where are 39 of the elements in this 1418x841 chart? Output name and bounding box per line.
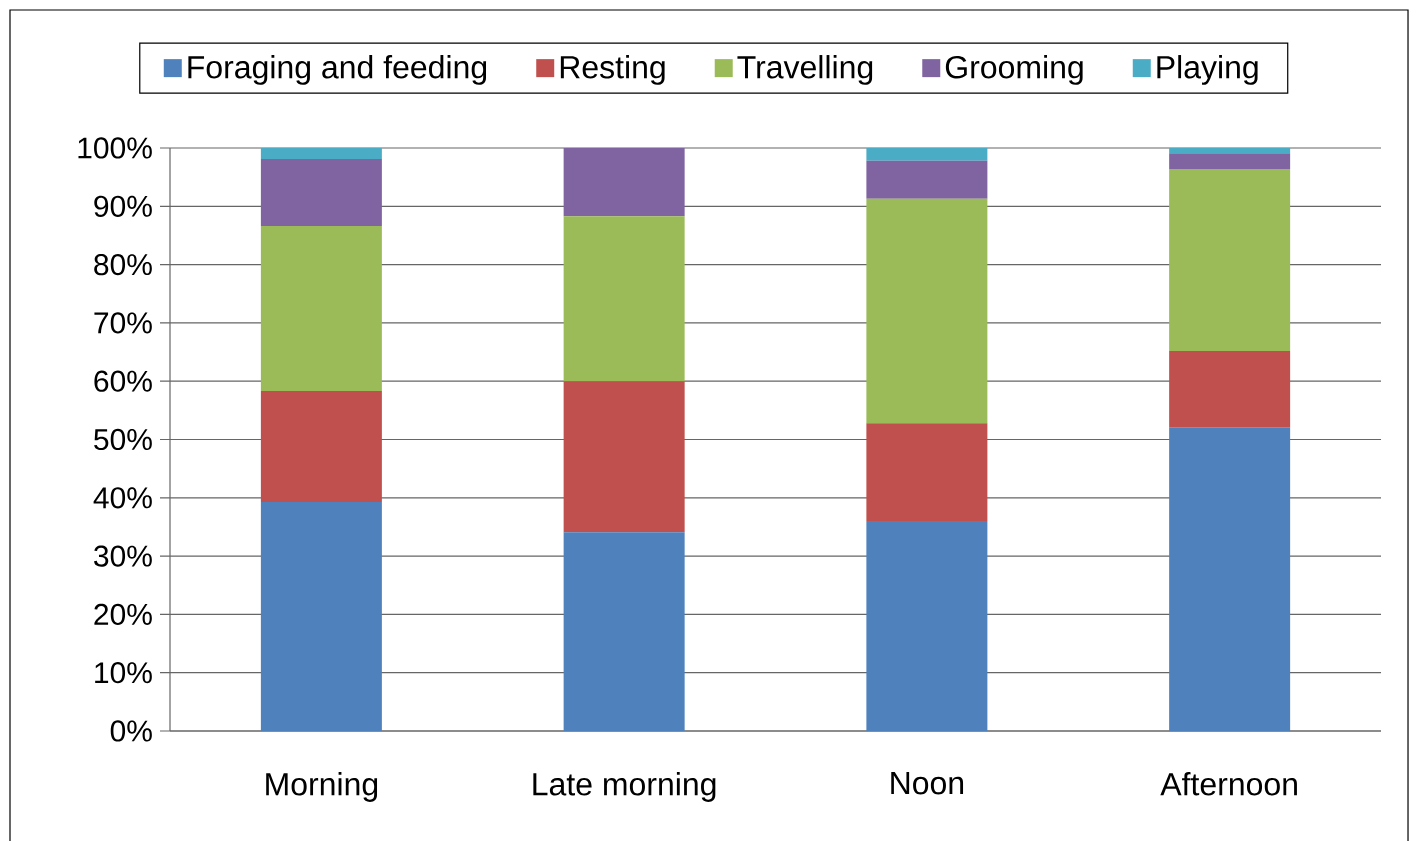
bar xyxy=(1169,148,1291,154)
y-tick-label: 60% xyxy=(94,370,152,392)
y-tick-label: 30% xyxy=(94,545,152,567)
x-tick-label: Morning xyxy=(266,772,378,802)
legend-label: Foraging and feeding xyxy=(188,55,487,85)
y-tick-label: 20% xyxy=(94,603,152,626)
bar xyxy=(866,423,988,522)
bar xyxy=(866,521,988,731)
y-tick-label: 100% xyxy=(78,137,152,159)
bar xyxy=(260,148,382,160)
bar xyxy=(563,148,685,217)
bar xyxy=(260,501,382,731)
bar xyxy=(866,160,988,199)
bar xyxy=(866,198,988,424)
bar xyxy=(1169,168,1291,351)
y-tick-label: 80% xyxy=(94,253,152,276)
bar xyxy=(1169,350,1291,428)
legend-label: Grooming xyxy=(945,55,1083,85)
y-tick-label: 40% xyxy=(93,487,152,509)
bar xyxy=(866,148,988,161)
legend-label: Travelling xyxy=(737,55,873,85)
y-tick-label: 90% xyxy=(94,195,152,217)
bar xyxy=(260,226,382,392)
x-tick-label: Afternoon xyxy=(1160,772,1297,796)
legend-label: Playing xyxy=(1157,55,1258,85)
y-tick-label: 70% xyxy=(94,312,152,334)
y-tick-label: 50% xyxy=(94,428,152,451)
x-tick-label: Noon xyxy=(891,772,964,795)
y-tick-label: 10% xyxy=(95,662,152,684)
bar xyxy=(563,216,685,382)
bar xyxy=(563,532,685,731)
bar xyxy=(1169,427,1291,731)
legend-label: Resting xyxy=(560,55,665,85)
bar xyxy=(563,381,685,533)
x-tick-label: Late morning xyxy=(533,772,716,802)
bar xyxy=(260,159,382,227)
y-tick-label: 0% xyxy=(110,720,152,742)
bar xyxy=(1169,153,1291,169)
bar xyxy=(260,391,382,502)
